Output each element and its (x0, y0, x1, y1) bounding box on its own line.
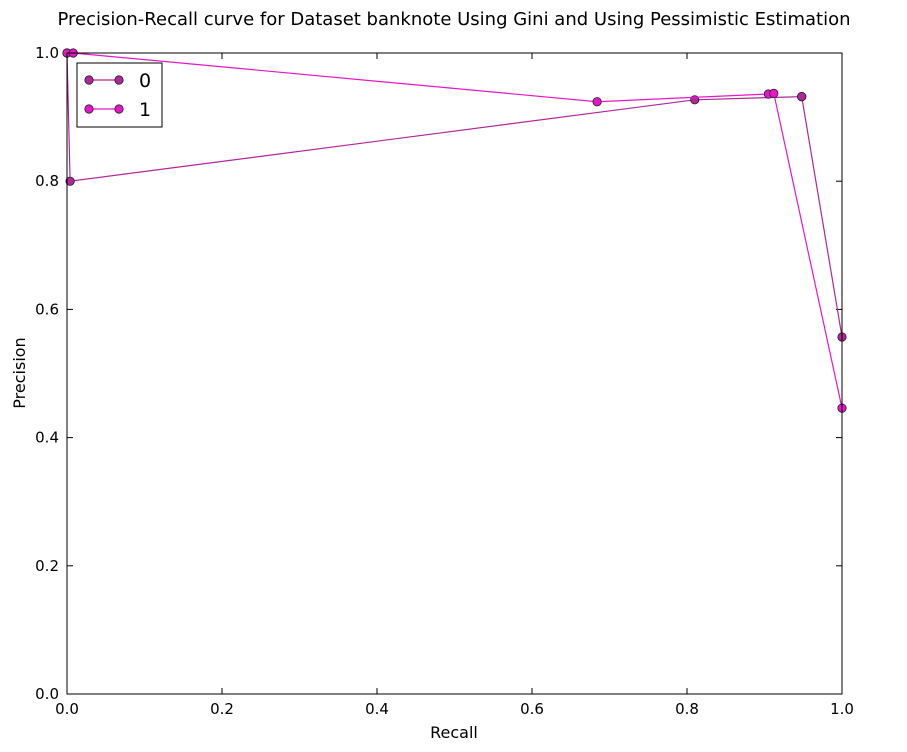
chart-title: Precision-Recall curve for Dataset bankn… (57, 9, 850, 30)
series-0 (62, 48, 847, 342)
legend-item-0: 0 (84, 70, 151, 92)
legend: 01 (76, 62, 163, 128)
legend-marker (84, 104, 94, 114)
legend-label: 0 (139, 70, 151, 92)
legend-marker (114, 104, 124, 114)
series-1 (62, 48, 847, 413)
y-tick-label: 1.0 (35, 44, 59, 62)
legend-box (76, 62, 163, 128)
x-tick-label: 0.0 (55, 700, 79, 718)
plot-frame (66, 52, 843, 695)
axis-ticks: 0.0 0.2 0.4 0.6 0.8 1.0 0.0 0.2 0.4 0.6 0.8 1.0 (35, 44, 854, 718)
legend-item-1: 1 (84, 99, 151, 121)
y-axis-label: Precision (10, 337, 29, 408)
y-tick-label: 0.8 (35, 172, 59, 190)
legend-marker (84, 75, 94, 85)
y-tick-label: 0.6 (35, 300, 59, 318)
x-tick-label: 0.8 (675, 700, 699, 718)
legend-marker (114, 75, 124, 85)
legend-label: 1 (139, 99, 151, 121)
data-point-0 (65, 176, 75, 186)
y-tick-label: 0.4 (35, 429, 59, 447)
y-tick-label: 0.2 (35, 557, 59, 575)
x-tick-label: 1.0 (830, 700, 854, 718)
plot-series (62, 48, 847, 413)
data-point-1 (769, 88, 779, 98)
x-axis-label: Recall (430, 723, 478, 742)
x-tick-label: 0.6 (520, 700, 544, 718)
data-point-0 (797, 91, 807, 102)
x-tick-label: 0.4 (365, 700, 389, 718)
data-point-1 (592, 97, 602, 107)
series-line-1 (67, 52, 843, 409)
y-tick-label: 0.0 (35, 685, 59, 703)
x-tick-label: 0.2 (210, 700, 234, 718)
